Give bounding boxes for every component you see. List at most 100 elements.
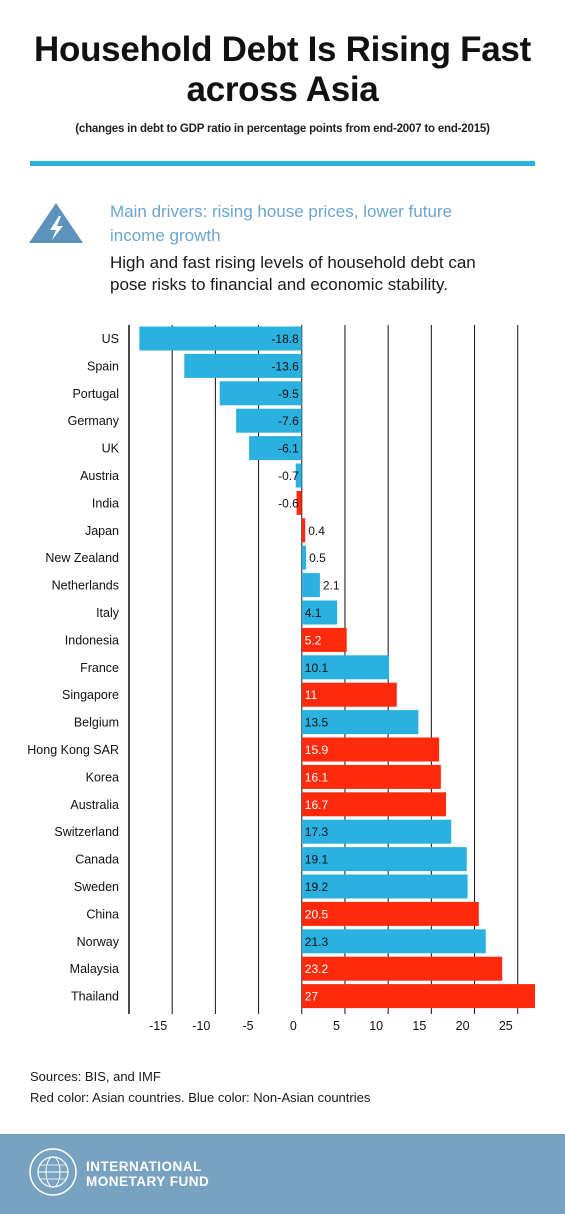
imf-seal-logo xyxy=(29,1148,77,1196)
data-label: 10.1 xyxy=(305,661,329,675)
bar xyxy=(301,819,452,844)
category-label: Switzerland xyxy=(54,825,119,839)
title-line-2: across Asia xyxy=(186,70,379,109)
data-label: 19.2 xyxy=(305,880,329,894)
color-legend-text: Red color: Asian countries. Blue color: … xyxy=(30,1090,371,1105)
bar xyxy=(301,518,306,543)
imf-wordmark: INTERNATIONAL MONETARY FUND xyxy=(86,1159,209,1189)
bar xyxy=(301,682,397,707)
risk-description: High and fast rising levels of household… xyxy=(110,252,530,296)
category-label: Italy xyxy=(96,606,120,620)
main-drivers-text: Main drivers: rising house prices, lower… xyxy=(110,200,530,248)
data-label: 11 xyxy=(305,688,318,702)
driver-line-1: Main drivers: rising house prices, lower… xyxy=(110,202,453,221)
footer-bar: INTERNATIONAL MONETARY FUND xyxy=(0,1134,565,1214)
x-tick-label: 15 xyxy=(412,1019,426,1033)
category-label: China xyxy=(86,907,119,921)
category-label: Portugal xyxy=(72,387,119,401)
data-label: 4.1 xyxy=(305,606,322,620)
category-label: Australia xyxy=(70,798,119,812)
bar xyxy=(301,545,307,570)
data-label: 0.5 xyxy=(309,551,326,565)
page-title: Household Debt Is Rising Fast across Asi… xyxy=(0,30,565,110)
bar xyxy=(301,956,503,981)
bar xyxy=(301,874,468,899)
category-label: Germany xyxy=(68,414,120,428)
org-line-1: INTERNATIONAL xyxy=(86,1159,202,1174)
category-label: India xyxy=(92,496,119,510)
data-label: -9.5 xyxy=(278,387,299,401)
category-label: US xyxy=(102,332,119,346)
bar xyxy=(301,710,419,735)
bar xyxy=(301,573,320,598)
data-label: 21.3 xyxy=(305,935,329,949)
category-label: Sweden xyxy=(74,880,119,894)
data-label: 15.9 xyxy=(305,743,329,757)
bar xyxy=(301,764,441,789)
category-label: Austria xyxy=(80,469,119,483)
category-label: France xyxy=(80,661,119,675)
org-line-2: MONETARY FUND xyxy=(86,1174,210,1189)
bar xyxy=(296,490,302,515)
category-label: Hong Kong SAR xyxy=(27,743,119,757)
data-label: 5.2 xyxy=(305,633,322,647)
data-label: 19.1 xyxy=(305,853,329,867)
category-label: Norway xyxy=(77,935,120,949)
category-label: Malaysia xyxy=(70,962,119,976)
category-label: Belgium xyxy=(74,716,119,730)
category-label: Spain xyxy=(87,359,119,373)
sources-note: Sources: BIS, and IMF Red color: Asian c… xyxy=(30,1066,370,1108)
bar xyxy=(301,627,347,652)
warning-lightning-icon xyxy=(29,203,83,243)
category-label: UK xyxy=(102,442,120,456)
data-label: 0.4 xyxy=(308,524,325,538)
bar xyxy=(301,600,338,625)
data-label: 16.7 xyxy=(305,798,329,812)
data-label: 27 xyxy=(305,990,319,1004)
desc-line-1: High and fast rising levels of household… xyxy=(110,253,476,272)
debt-change-bar-chart: US -18.8 Spain -13.6 Portugal -9.5 Germany -7.6… xyxy=(27,325,535,1033)
bar xyxy=(301,655,390,680)
bar xyxy=(301,737,440,762)
x-tick-label: -5 xyxy=(242,1019,253,1033)
x-tick-label: -15 xyxy=(149,1019,167,1033)
accent-divider xyxy=(30,161,535,166)
data-label: 20.5 xyxy=(305,907,329,921)
data-label: 2.1 xyxy=(323,579,340,593)
bar xyxy=(301,929,486,954)
category-label: Indonesia xyxy=(65,633,119,647)
bar xyxy=(301,847,467,872)
data-label: 16.1 xyxy=(305,770,329,784)
data-label: -0.7 xyxy=(278,469,299,483)
x-tick-label: 10 xyxy=(369,1019,383,1033)
data-label: -13.6 xyxy=(271,359,299,373)
data-label: -18.8 xyxy=(271,332,299,346)
x-tick-label: 0 xyxy=(290,1019,297,1033)
x-tick-label: 20 xyxy=(456,1019,470,1033)
category-label: Korea xyxy=(86,770,119,784)
bar xyxy=(301,984,535,1009)
driver-line-2: income growth xyxy=(110,226,221,245)
data-label: 17.3 xyxy=(305,825,329,839)
x-tick-label: 25 xyxy=(499,1019,513,1033)
data-label: -0.6 xyxy=(278,496,299,510)
data-label: 23.2 xyxy=(305,962,329,976)
data-label: -6.1 xyxy=(278,442,299,456)
sources-text: Sources: BIS, and IMF xyxy=(30,1069,161,1084)
category-label: Thailand xyxy=(71,990,119,1004)
bar xyxy=(139,326,302,351)
category-label: New Zealand xyxy=(45,551,119,565)
bar xyxy=(236,408,302,433)
desc-line-2: pose risks to financial and economic sta… xyxy=(110,275,448,294)
category-label: Netherlands xyxy=(52,579,119,593)
bar xyxy=(219,381,302,406)
data-label: -7.6 xyxy=(278,414,299,428)
data-label: 13.5 xyxy=(305,716,329,730)
bar xyxy=(249,436,302,461)
category-label: Canada xyxy=(75,853,119,867)
category-label: Japan xyxy=(85,524,119,538)
bar xyxy=(295,463,302,488)
x-tick-label: -10 xyxy=(192,1019,210,1033)
bar xyxy=(301,901,479,926)
bar xyxy=(184,353,302,378)
